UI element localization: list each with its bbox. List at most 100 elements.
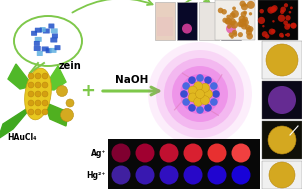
Bar (155, 2, 175, 40)
Circle shape (266, 44, 298, 76)
Circle shape (270, 6, 276, 13)
Circle shape (272, 20, 275, 22)
Polygon shape (43, 66, 66, 90)
Circle shape (42, 82, 48, 88)
Circle shape (35, 109, 41, 115)
Circle shape (247, 26, 253, 32)
Bar (258, 0, 298, 40)
Text: +: + (81, 82, 95, 100)
Circle shape (182, 98, 190, 106)
Circle shape (289, 11, 291, 13)
Circle shape (280, 10, 284, 14)
Circle shape (245, 25, 251, 31)
Text: Ag⁺: Ag⁺ (91, 149, 106, 157)
Bar (157, 17, 173, 36)
Circle shape (247, 1, 255, 9)
Polygon shape (44, 102, 68, 126)
Circle shape (221, 9, 227, 15)
Circle shape (35, 73, 41, 79)
Circle shape (244, 3, 247, 7)
Bar (221, 2, 241, 40)
Circle shape (290, 6, 293, 9)
Circle shape (42, 73, 48, 79)
Circle shape (182, 82, 190, 90)
Circle shape (159, 143, 178, 163)
Circle shape (238, 32, 243, 37)
Circle shape (210, 82, 218, 90)
Circle shape (28, 91, 34, 97)
FancyBboxPatch shape (35, 28, 42, 33)
Polygon shape (8, 64, 33, 89)
Circle shape (241, 3, 248, 10)
Circle shape (226, 15, 231, 19)
Circle shape (259, 9, 264, 13)
Circle shape (231, 10, 239, 18)
Circle shape (246, 29, 252, 36)
Circle shape (218, 8, 223, 13)
Circle shape (210, 98, 218, 106)
Circle shape (204, 104, 212, 112)
FancyBboxPatch shape (52, 33, 58, 38)
Circle shape (291, 22, 297, 29)
Circle shape (136, 166, 155, 184)
Circle shape (279, 33, 284, 37)
Circle shape (42, 100, 48, 106)
Circle shape (188, 93, 197, 102)
Circle shape (28, 109, 34, 115)
Circle shape (232, 30, 237, 35)
Circle shape (278, 15, 285, 22)
Circle shape (42, 91, 48, 97)
Circle shape (207, 166, 226, 184)
Circle shape (287, 23, 291, 27)
Circle shape (285, 15, 291, 21)
Circle shape (239, 1, 246, 7)
Bar (177, 2, 197, 40)
Circle shape (56, 85, 68, 97)
Circle shape (204, 90, 213, 98)
Circle shape (28, 73, 34, 79)
Circle shape (258, 17, 265, 24)
Circle shape (284, 3, 288, 7)
Bar (215, 0, 255, 40)
Circle shape (286, 33, 290, 37)
Circle shape (159, 166, 178, 184)
Circle shape (285, 34, 287, 36)
FancyBboxPatch shape (50, 37, 57, 43)
Circle shape (268, 126, 296, 154)
Circle shape (281, 35, 284, 38)
Circle shape (188, 76, 196, 84)
Circle shape (164, 58, 236, 130)
Circle shape (28, 82, 34, 88)
Bar (262, 161, 302, 189)
FancyBboxPatch shape (40, 27, 46, 32)
FancyBboxPatch shape (35, 37, 42, 42)
FancyBboxPatch shape (51, 28, 58, 33)
Bar (108, 139, 260, 189)
Circle shape (265, 34, 269, 39)
Circle shape (111, 143, 130, 163)
Circle shape (232, 166, 250, 184)
Circle shape (238, 19, 247, 27)
Circle shape (225, 19, 230, 24)
Circle shape (207, 143, 226, 163)
FancyBboxPatch shape (43, 29, 50, 33)
Circle shape (156, 50, 244, 138)
Circle shape (237, 22, 243, 27)
Circle shape (35, 100, 41, 106)
Circle shape (230, 12, 236, 19)
Circle shape (242, 16, 248, 22)
Circle shape (194, 82, 203, 91)
FancyBboxPatch shape (42, 46, 49, 51)
FancyBboxPatch shape (48, 23, 54, 29)
Circle shape (66, 99, 74, 107)
Circle shape (188, 104, 196, 112)
Circle shape (262, 31, 268, 37)
FancyBboxPatch shape (31, 31, 37, 36)
Circle shape (204, 76, 212, 84)
Circle shape (232, 143, 250, 163)
Circle shape (291, 23, 296, 28)
Circle shape (194, 97, 203, 106)
FancyBboxPatch shape (34, 41, 40, 46)
Circle shape (35, 82, 41, 88)
Circle shape (180, 74, 220, 114)
